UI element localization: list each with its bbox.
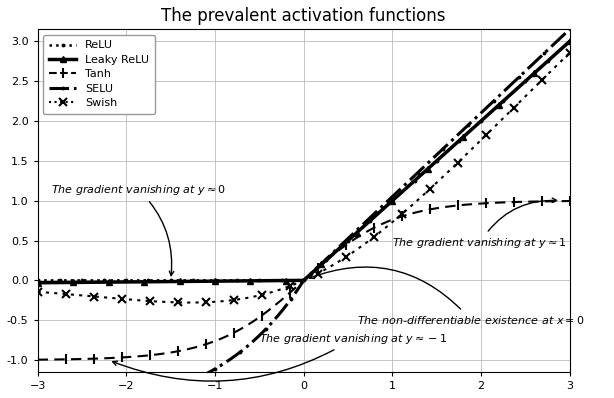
- Text: The gradient vanishing at $y\approx-1$: The gradient vanishing at $y\approx-1$: [112, 332, 448, 381]
- Text: The gradient vanishing at $y\approx1$: The gradient vanishing at $y\approx1$: [392, 198, 567, 250]
- Title: The prevalent activation functions: The prevalent activation functions: [161, 7, 446, 25]
- Text: The non-differentiable existence at $x=0$: The non-differentiable existence at $x=0…: [309, 267, 585, 326]
- Text: The gradient vanishing at $y\approx0$: The gradient vanishing at $y\approx0$: [51, 183, 226, 276]
- Legend: ReLU, Leaky ReLU, Tanh, SELU, Swish: ReLU, Leaky ReLU, Tanh, SELU, Swish: [43, 35, 155, 114]
